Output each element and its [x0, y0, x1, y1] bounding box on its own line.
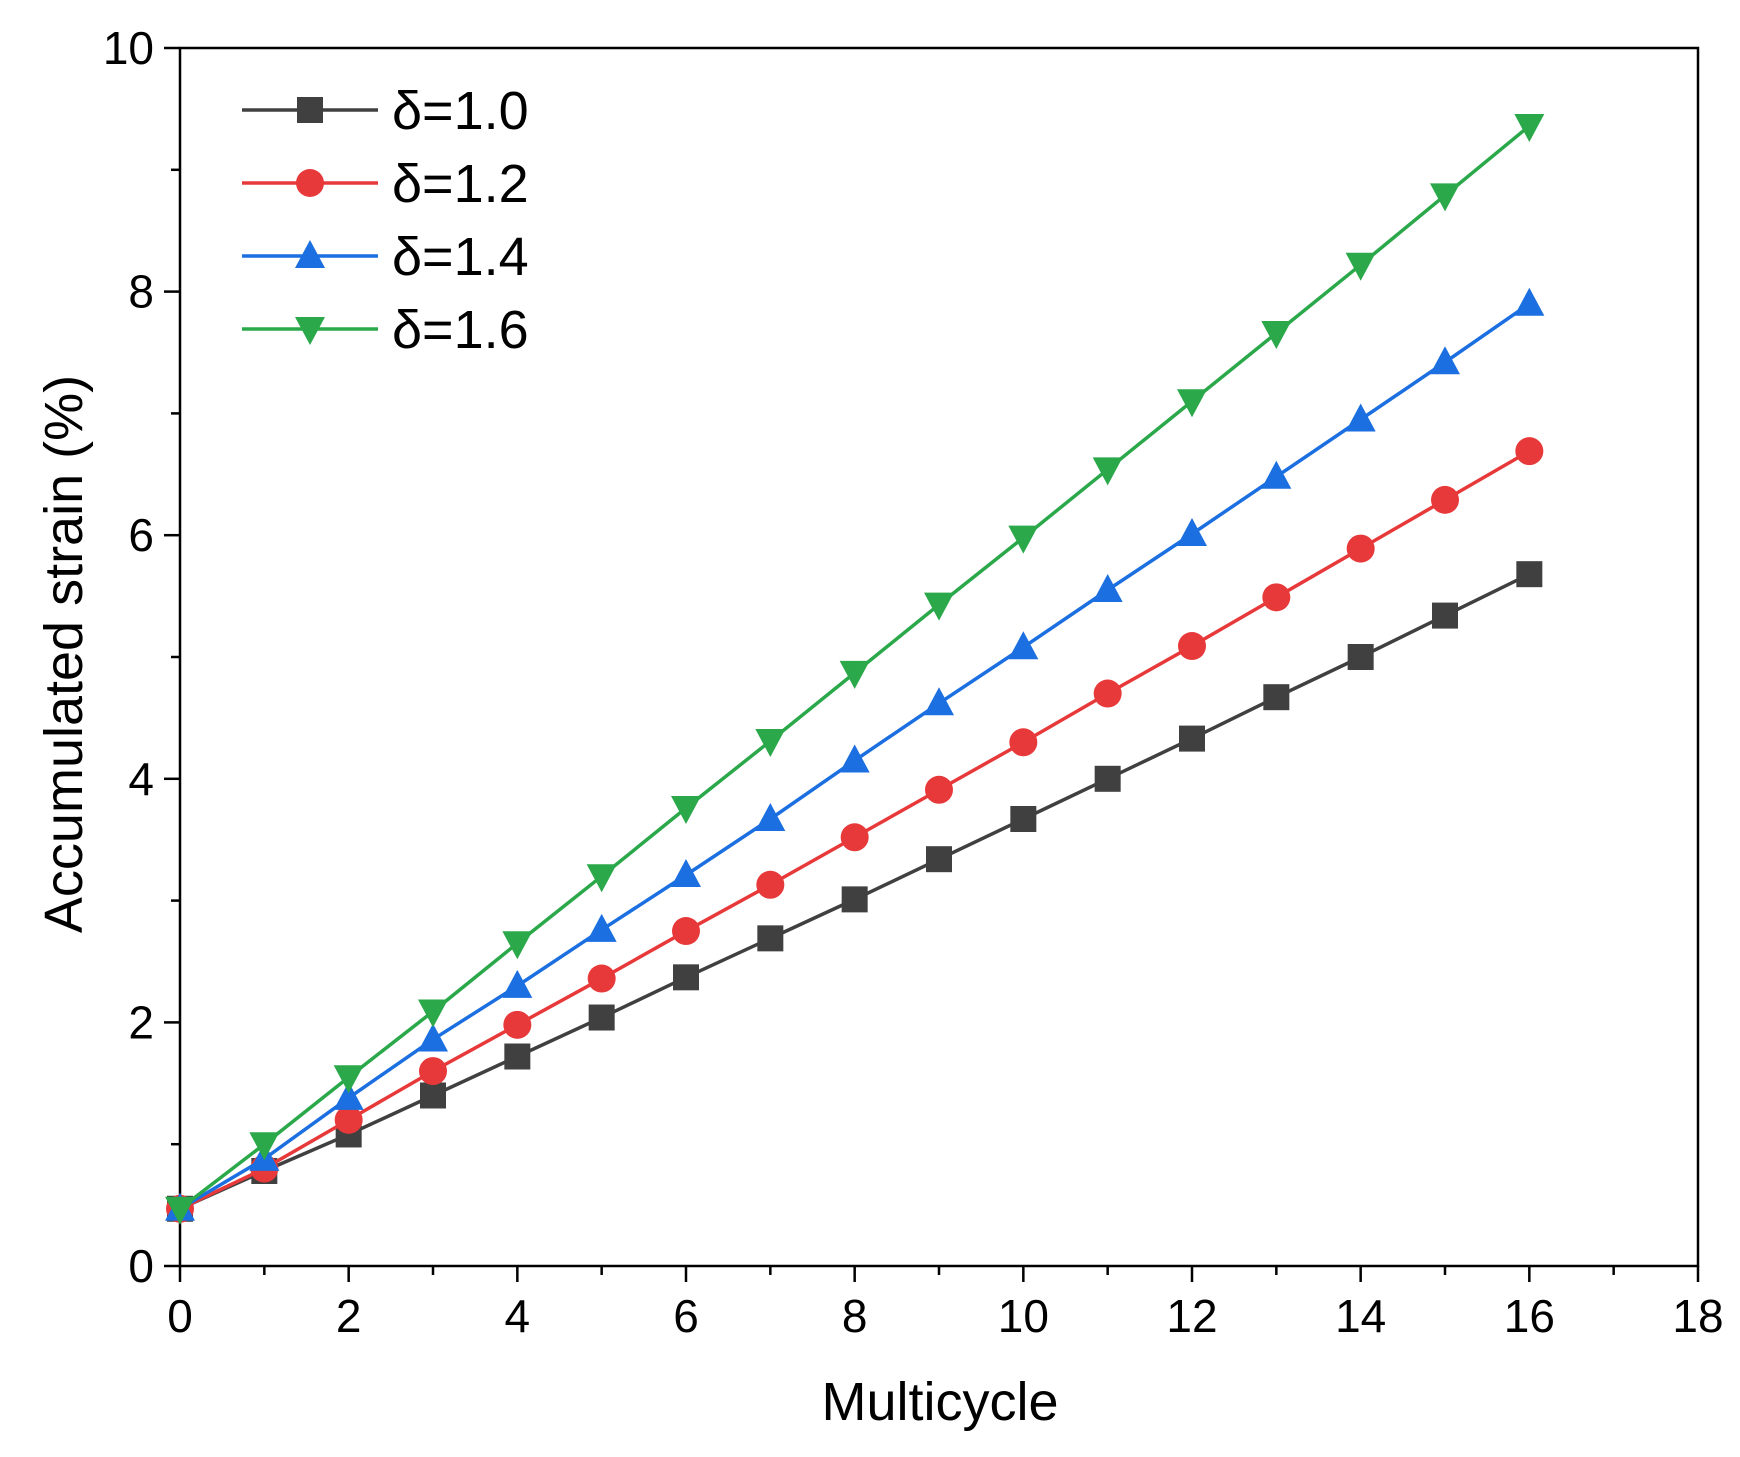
- data-point: [757, 925, 784, 952]
- data-point: [1178, 632, 1206, 661]
- x-tick-label: 14: [1335, 1290, 1386, 1342]
- data-point: [1179, 725, 1205, 752]
- data-point: [333, 1065, 364, 1094]
- axes: 0 2 4 6 8 10 12 14 16 18 0 2 4 6 8 10: [103, 22, 1724, 1342]
- y-axis-title: Accumulated strain (%): [34, 375, 94, 933]
- y-tick-label: 4: [128, 753, 154, 805]
- data-point: [334, 1105, 363, 1134]
- data-point: [1092, 574, 1123, 603]
- legend-marker: [295, 317, 325, 345]
- data-point: [926, 846, 952, 873]
- legend-label: δ=1.4: [392, 227, 529, 287]
- legend-label: δ=1.2: [392, 154, 529, 214]
- legend-entry: δ=1.2: [242, 154, 529, 214]
- series-1: [167, 561, 1543, 1222]
- data-point: [586, 913, 617, 942]
- data-point: [420, 1082, 446, 1109]
- series-group: [165, 113, 1545, 1225]
- data-point: [1514, 287, 1545, 316]
- data-point: [333, 1081, 364, 1110]
- data-point: [671, 796, 701, 825]
- data-point: [503, 1010, 532, 1039]
- data-point: [1263, 684, 1290, 711]
- data-point: [1432, 602, 1458, 629]
- x-tick-label: 4: [505, 1290, 531, 1342]
- data-point: [1262, 583, 1291, 612]
- data-point: [841, 886, 868, 913]
- y-tick-label: 2: [128, 996, 154, 1048]
- data-point: [1346, 534, 1375, 563]
- data-point: [1092, 457, 1123, 486]
- data-point: [673, 964, 699, 991]
- data-point: [1515, 437, 1544, 466]
- data-point: [1177, 389, 1207, 418]
- data-point: [1261, 460, 1292, 489]
- data-point: [672, 917, 700, 946]
- data-point: [1430, 346, 1460, 375]
- series-2: [166, 437, 1544, 1223]
- data-point: [586, 864, 617, 893]
- x-tick-label: 16: [1504, 1290, 1555, 1342]
- series-4: [165, 113, 1545, 1225]
- data-point: [1516, 561, 1543, 588]
- data-point: [588, 1004, 615, 1031]
- data-point: [418, 1023, 448, 1052]
- legend-label: δ=1.0: [392, 81, 529, 141]
- data-point: [1514, 113, 1545, 142]
- data-point: [924, 687, 954, 716]
- data-point: [1010, 805, 1037, 832]
- data-point: [1008, 631, 1039, 660]
- data-point: [165, 1196, 195, 1225]
- data-point: [924, 592, 954, 621]
- y-tick-label: 0: [128, 1240, 154, 1292]
- data-point: [1431, 485, 1459, 514]
- legend: δ=1.0 δ=1.2 δ=1.4 δ=1.6: [242, 81, 529, 360]
- data-point: [839, 744, 870, 773]
- data-point: [1345, 403, 1376, 432]
- x-tick-label: 12: [1166, 1290, 1217, 1342]
- data-point: [249, 1132, 280, 1161]
- data-point: [1261, 321, 1292, 350]
- legend-marker: [297, 97, 323, 123]
- legend-entry: δ=1.0: [242, 81, 529, 141]
- data-point: [587, 964, 616, 993]
- data-point: [925, 775, 953, 804]
- data-point: [1347, 644, 1374, 670]
- legend-label: δ=1.6: [392, 300, 529, 360]
- data-point: [671, 859, 701, 888]
- data-point: [1008, 525, 1039, 554]
- data-point: [1009, 728, 1038, 757]
- data-point: [1345, 252, 1376, 281]
- data-point: [839, 660, 870, 689]
- x-tick-label: 10: [998, 1290, 1049, 1342]
- data-point: [1093, 679, 1122, 708]
- y-tick-label: 10: [103, 22, 154, 74]
- data-point: [756, 870, 785, 899]
- legend-entry: δ=1.4: [242, 227, 529, 287]
- data-point: [840, 823, 869, 852]
- x-tick-label: 0: [167, 1290, 193, 1342]
- x-tick-label: 2: [336, 1290, 362, 1342]
- legend-entry: δ=1.6: [242, 300, 529, 360]
- x-tick-label: 18: [1672, 1290, 1723, 1342]
- y-tick-label: 8: [128, 266, 154, 318]
- data-point: [1177, 517, 1207, 546]
- y-tick-label: 6: [128, 509, 154, 561]
- data-point: [755, 802, 786, 831]
- data-point: [502, 931, 533, 960]
- data-point: [504, 1043, 531, 1070]
- data-point: [418, 999, 448, 1028]
- series-3: [165, 287, 1545, 1221]
- x-tick-label: 8: [842, 1290, 868, 1342]
- x-axis-title: Multicycle: [821, 1372, 1058, 1432]
- x-tick-label: 6: [673, 1290, 699, 1342]
- legend-marker: [296, 169, 324, 197]
- data-point: [1430, 183, 1460, 212]
- data-point: [1094, 765, 1121, 792]
- legend-marker: [295, 240, 325, 268]
- data-point: [755, 729, 786, 758]
- data-point: [419, 1057, 447, 1086]
- data-point: [502, 969, 533, 998]
